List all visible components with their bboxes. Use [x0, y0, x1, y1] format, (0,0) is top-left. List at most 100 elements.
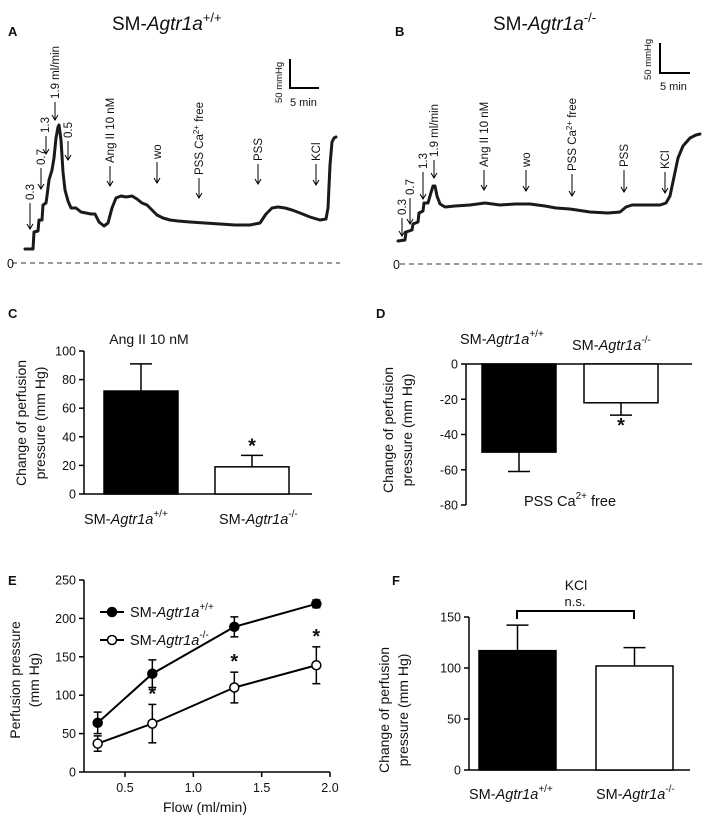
panel-c-ytick-label: 80: [62, 373, 76, 387]
panel-e-point-1-1: [147, 718, 158, 729]
panel-f-ytick-label: 150: [440, 611, 461, 625]
panel-b-event-flow2: 0.7: [405, 179, 417, 195]
panel-d-ytick-label: -20: [440, 393, 458, 407]
panel-e-xtick-label: 1.0: [185, 781, 202, 795]
panel-e-xtick-label: 2.0: [321, 781, 338, 795]
panel-b-scale-time: 5 min: [660, 81, 687, 93]
panel-f-bar-0: [478, 649, 557, 771]
panel-a-scale-time: 5 min: [290, 97, 317, 109]
panel-a-scale-pressure: 50 mmHg: [274, 62, 285, 103]
panel-e-ytick-label: 250: [55, 574, 76, 588]
panel-c-ylabel-line1: Change of perfusion: [13, 360, 29, 486]
panel-a-event-pss: PSS: [253, 138, 265, 161]
legend-label-wt: SM-Agtr1a+/+: [130, 602, 214, 621]
panel-b-scale-pressure: 50 mmHg: [643, 39, 654, 80]
panel-b-pressure-trace: [396, 132, 702, 243]
panel-d-xlabel-wt: SM-Agtr1a+/+: [460, 329, 544, 348]
panel-a-event-wo: wo: [152, 144, 164, 160]
panel-c-bar-1: [214, 466, 290, 495]
panel-d-bar-1: [583, 363, 659, 404]
legend-label-ko: SM-Agtr1a-/-: [130, 630, 209, 649]
panel-b-event-flow1: 0.3: [397, 199, 409, 215]
panel-d-ytick-label: -40: [440, 428, 458, 442]
panel-b-event-markers: 0.3 0.7 1.3 1.9 ml/min Ang II 10 nM wo P…: [397, 98, 672, 237]
panel-d-xlabel-ko: SM-Agtr1a-/-: [572, 335, 651, 354]
panel-b-event-pss: PSS: [619, 144, 631, 167]
panel-b-event-flow3: 1.3: [418, 153, 430, 169]
panel-f-xlabel-ko: SM-Agtr1a-/-: [596, 784, 675, 803]
panel-e-point-1-3: [311, 659, 322, 671]
panel-c-ytick-label: 100: [55, 345, 76, 359]
panel-e-xtick-label: 0.5: [116, 781, 133, 795]
panel-a-event-flow3: 1.3: [40, 117, 52, 133]
panel-e-ytick-label: 0: [69, 766, 76, 780]
panel-c-sig-1: *: [248, 435, 256, 457]
panel-a-event-angii: Ang II 10 nM: [105, 98, 117, 163]
panel-d-title: PSS Ca2+ free: [524, 491, 616, 510]
panel-f-ytick-label: 50: [447, 713, 461, 727]
panel-f-ytick-label: 0: [454, 764, 461, 778]
panel-f-bar-1: [595, 665, 674, 771]
panel-e-point-0-2: [229, 621, 240, 633]
panel-e-point-0-0: [92, 717, 103, 729]
panel-d-ytick-label: -60: [440, 463, 458, 477]
panel-a-title: SM-Agtr1a+/+: [112, 10, 222, 35]
panel-a-event-markers: 0.3 0.7 1.3 1.9 ml/min 0.5 Ang II 10 nM …: [25, 46, 323, 230]
panel-e-ylabel-line1: Perfusion pressure: [7, 621, 23, 739]
panel-e-ytick-label: 50: [62, 727, 76, 741]
panel-e-xlabel: Flow (ml/min): [163, 799, 247, 815]
panel-c-xlabel-wt: SM-Agtr1a+/+: [84, 509, 168, 528]
panel-d-bar-0: [481, 363, 557, 453]
panel-e-ytick-label: 150: [55, 650, 76, 664]
panel-b-event-wo: wo: [521, 152, 533, 168]
panel-b-zero-label: 0: [393, 258, 400, 272]
panel-c-bar-0: [103, 390, 179, 495]
panel-e-legend: SM-Agtr1a+/+ SM-Agtr1a-/-: [100, 602, 214, 649]
panel-b-event-angii: Ang II 10 nM: [479, 102, 491, 167]
panel-f-ns-bracket: n.s.: [516, 594, 635, 619]
legend-marker-wt: [106, 606, 118, 618]
panel-a-pressure-trace: [23, 123, 338, 251]
panel-a-event-flow4: 1.9 ml/min: [50, 46, 62, 99]
panel-e-ytick-label: 100: [55, 689, 76, 703]
panel-b-event-ca-free: PSS Ca2+ free: [565, 98, 579, 171]
panel-e-sig-1: *: [148, 683, 156, 705]
panel-a-zero-label: 0: [7, 257, 14, 271]
panel-f-chart: 0 50 100 150: [440, 611, 690, 778]
panel-f-letter: F: [392, 573, 400, 588]
panel-a-scale-bar: 50 mmHg 5 min: [274, 59, 319, 109]
panel-c-chart: 0 20 40 60 80 100 *: [55, 345, 312, 502]
panel-b-event-flow4: 1.9 ml/min: [429, 104, 441, 157]
panel-e-sig-2: *: [230, 651, 238, 673]
panel-f-ytick-label: 100: [440, 662, 461, 676]
panel-a-event-flow5: 0.5: [63, 122, 75, 138]
panel-a-event-ca-free: PSS Ca2+ free: [192, 102, 206, 175]
panel-d-chart: 0 -20 -40 -60 -80 *: [440, 358, 692, 513]
panel-e-point-1-2: [229, 682, 240, 693]
panel-e-letter: E: [8, 573, 17, 588]
panel-d-letter: D: [376, 306, 385, 321]
panel-c-ytick-label: 0: [69, 488, 76, 502]
panel-e-sig-3: *: [312, 626, 320, 648]
legend-marker-ko: [106, 634, 118, 646]
panel-f-ylabel-line2: pressure (mm Hg): [395, 654, 411, 767]
panel-e-xtick-label: 1.5: [253, 781, 270, 795]
panel-d-sig-1: *: [617, 415, 625, 437]
panel-d-ylabel-line2: pressure (mm Hg): [399, 374, 415, 487]
panel-a-letter: A: [8, 24, 18, 39]
panel-e-series-line-0: [96, 602, 317, 724]
panel-c-ytick-label: 40: [62, 430, 76, 444]
panel-e-point-0-3: [311, 598, 322, 610]
panel-d-ylabel-line1: Change of perfusion: [380, 367, 396, 493]
panel-c-letter: C: [8, 306, 18, 321]
panel-f-ylabel-line1: Change of perfusion: [376, 647, 392, 773]
panel-a-event-flow1: 0.3: [25, 184, 37, 200]
panel-c-xlabel-ko: SM-Agtr1a-/-: [219, 509, 298, 528]
panel-b-letter: B: [395, 24, 404, 39]
panel-e-ylabel-line2: (mm Hg): [26, 653, 42, 707]
panel-f-xlabel-wt: SM-Agtr1a+/+: [469, 784, 553, 803]
panel-f-title: KCl: [565, 577, 588, 593]
panel-d-ytick-label: 0: [451, 358, 458, 372]
panel-a-event-kcl: KCl: [311, 142, 323, 161]
